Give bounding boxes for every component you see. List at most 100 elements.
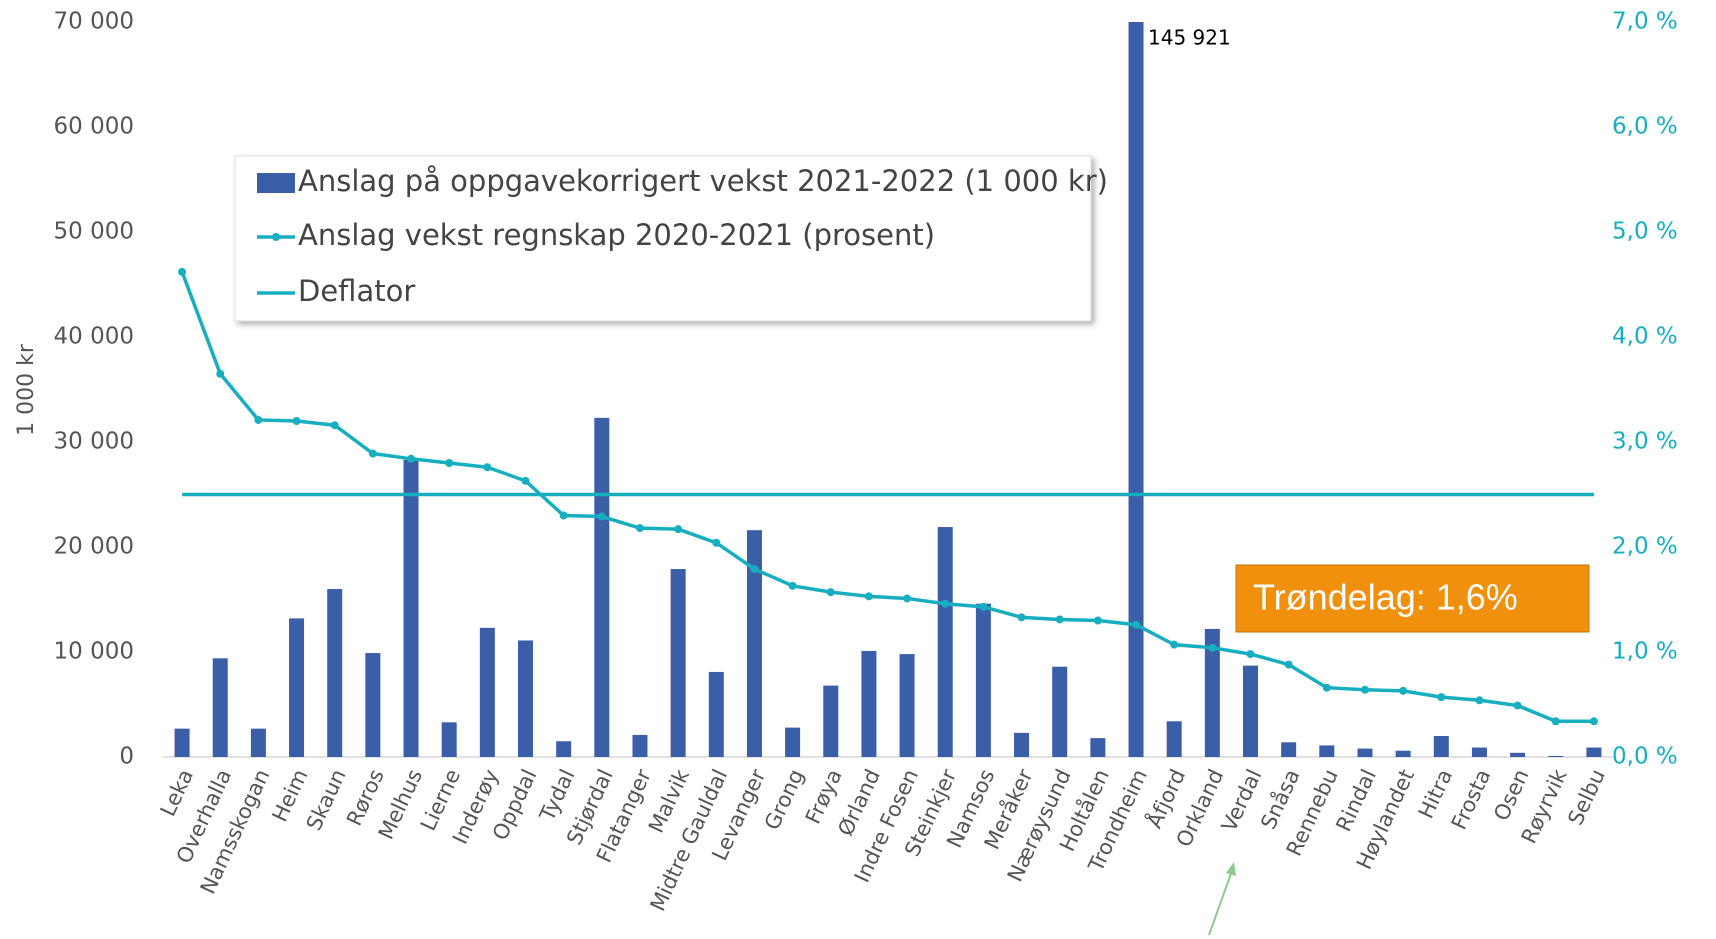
- point: [483, 463, 492, 472]
- y-tick-label: 50 000: [54, 219, 134, 245]
- bar: [785, 727, 801, 757]
- y-tick-label: 60 000: [54, 114, 134, 140]
- point: [941, 599, 950, 608]
- y-tick-label: 0: [119, 744, 134, 770]
- point: [1017, 613, 1026, 622]
- point: [674, 525, 683, 534]
- bar: [174, 728, 190, 757]
- arrow-head: [1226, 862, 1236, 876]
- point: [788, 581, 797, 590]
- bar: [1166, 721, 1182, 757]
- bar: [403, 459, 419, 757]
- legend-label: Anslag på oppgavekorrigert vekst 2021-20…: [298, 164, 1108, 198]
- bar: [289, 618, 305, 757]
- point: [1322, 683, 1331, 692]
- bar: [708, 671, 724, 757]
- bar: [479, 627, 495, 757]
- y2-tick-label: 6,0 %: [1612, 114, 1678, 140]
- bar: [670, 569, 686, 757]
- point: [521, 476, 530, 485]
- y2-tick-label: 2,0 %: [1612, 534, 1678, 560]
- y-axis-title: 1 000 kr: [14, 343, 39, 436]
- bar: [1281, 742, 1297, 757]
- bar: [1243, 665, 1258, 757]
- legend-swatch: [257, 173, 295, 193]
- data-label: 145 921: [1148, 26, 1231, 50]
- bar: [1433, 736, 1449, 757]
- legend-label: Deflator: [298, 274, 415, 308]
- point: [903, 594, 912, 603]
- point: [178, 267, 187, 276]
- point: [635, 524, 644, 533]
- point: [1055, 615, 1064, 624]
- point: [979, 602, 988, 611]
- bar: [365, 653, 381, 757]
- y2-tick-label: 5,0 %: [1612, 219, 1678, 245]
- bar: [1357, 748, 1373, 757]
- bar: [1586, 747, 1602, 757]
- y-tick-label: 10 000: [54, 639, 134, 665]
- bar: [937, 527, 953, 757]
- point: [1208, 643, 1217, 652]
- bar: [441, 722, 457, 757]
- bar: [1319, 745, 1335, 757]
- point: [1246, 650, 1255, 659]
- point: [559, 511, 568, 520]
- bar: [594, 417, 610, 757]
- point: [1551, 717, 1560, 726]
- y2-tick-label: 7,0 %: [1612, 9, 1678, 35]
- bar: [1471, 747, 1487, 757]
- bar: [1052, 666, 1068, 757]
- point: [826, 588, 835, 597]
- bar: [823, 685, 839, 757]
- point: [1170, 640, 1179, 649]
- y2-tick-label: 4,0 %: [1612, 324, 1678, 350]
- point: [216, 369, 225, 378]
- point: [1475, 696, 1484, 705]
- legend-swatch: [272, 233, 280, 241]
- bar: [1510, 752, 1526, 757]
- point: [597, 512, 606, 521]
- point: [864, 592, 873, 601]
- point: [1284, 660, 1293, 669]
- y2-tick-label: 1,0 %: [1612, 639, 1678, 665]
- point: [1132, 620, 1141, 629]
- y2-tick-label: 3,0 %: [1612, 429, 1678, 455]
- bar: [212, 658, 228, 757]
- bar: [632, 734, 648, 757]
- point: [712, 538, 721, 547]
- bar: [861, 650, 877, 757]
- line: [180, 271, 1594, 724]
- point: [368, 449, 377, 458]
- bar: [899, 654, 915, 757]
- legend-box: [234, 155, 1092, 322]
- legend-label: Anslag vekst regnskap 2020-2021 (prosent…: [298, 218, 935, 252]
- point: [1360, 685, 1369, 694]
- bar: [1090, 738, 1106, 757]
- point: [1589, 717, 1598, 726]
- annotation: Trøndelag: 1,6%: [1253, 577, 1518, 618]
- point: [1093, 616, 1102, 625]
- bar: [518, 640, 533, 757]
- point: [330, 421, 339, 430]
- bar: [975, 603, 991, 757]
- point: [1437, 693, 1446, 702]
- bar: [1204, 628, 1220, 757]
- bar: [746, 530, 762, 757]
- bar: [250, 728, 266, 757]
- point: [292, 417, 301, 425]
- x-tick-label: Leka: [156, 766, 198, 820]
- bar: [1014, 732, 1030, 757]
- point: [1399, 686, 1408, 695]
- bar: [1548, 755, 1564, 757]
- bar: [1395, 750, 1411, 757]
- bar: [556, 741, 572, 757]
- point: [445, 459, 454, 467]
- arrow: [1208, 867, 1234, 936]
- y-tick-label: 40 000: [54, 324, 134, 350]
- bar: [1128, 22, 1144, 757]
- point: [254, 415, 263, 424]
- point: [407, 454, 416, 463]
- point: [750, 565, 759, 574]
